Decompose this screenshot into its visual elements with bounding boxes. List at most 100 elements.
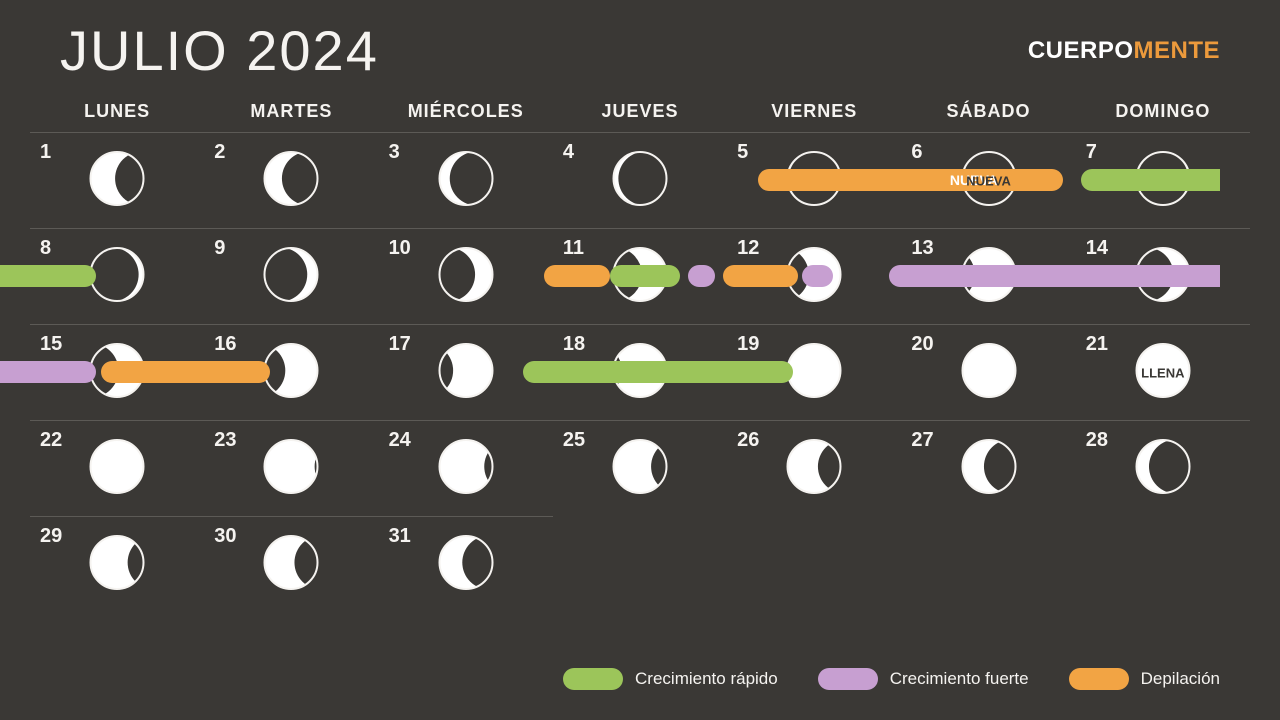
calendar-cell: 23 (204, 420, 378, 516)
moon-phase-icon (438, 150, 494, 211)
moon-phase-icon (612, 150, 668, 211)
legend-item: Crecimiento rápido (563, 668, 778, 690)
day-number: 19 (737, 333, 759, 356)
calendar-cell: 18 (553, 324, 727, 420)
day-number: 23 (214, 429, 236, 452)
moon-phase-label: LLENA (1141, 365, 1184, 380)
weekday: JUEVES (553, 101, 727, 132)
calendar-cell: 22 (30, 420, 204, 516)
calendar-cell: 31 (379, 516, 553, 612)
legend-swatch (1069, 668, 1129, 690)
calendar-cell: 5 (727, 132, 901, 228)
calendar-cell: 24 (379, 420, 553, 516)
weekday: DOMINGO (1076, 101, 1250, 132)
day-number: 29 (40, 525, 62, 548)
legend-item: Depilación (1069, 668, 1220, 690)
calendar-cell (901, 516, 1075, 612)
weekday: MIÉRCOLES (379, 101, 553, 132)
moon-phase-icon (263, 438, 319, 499)
moon-phase-icon (612, 342, 668, 403)
day-number: 21 (1086, 333, 1108, 356)
moon-phase-icon (438, 342, 494, 403)
legend-label: Depilación (1141, 669, 1220, 689)
legend: Crecimiento rápido Crecimiento fuerte De… (563, 668, 1220, 690)
weekday: MARTES (204, 101, 378, 132)
calendar-cell: 12 (727, 228, 901, 324)
calendar-cell: 14 (1076, 228, 1250, 324)
legend-label: Crecimiento rápido (635, 669, 778, 689)
calendar-cell (1076, 516, 1250, 612)
moon-phase-icon (786, 438, 842, 499)
day-number: 7 (1086, 141, 1097, 164)
weekday: VIERNES (727, 101, 901, 132)
day-number: 30 (214, 525, 236, 548)
moon-phase-icon (786, 246, 842, 307)
calendar-cell: 26 (727, 420, 901, 516)
moon-phase-icon (1135, 246, 1191, 307)
logo-part2: MENTE (1134, 37, 1221, 64)
calendar-grid: 1 2 3 4 5 (30, 132, 1250, 612)
calendar-cell: 28 (1076, 420, 1250, 516)
calendar-cell: 25 (553, 420, 727, 516)
legend-swatch (563, 668, 623, 690)
calendar-cell: 29 (30, 516, 204, 612)
legend-item: Crecimiento fuerte (818, 668, 1029, 690)
day-number: 15 (40, 333, 62, 356)
moon-phase-icon (612, 438, 668, 499)
day-number: 25 (563, 429, 585, 452)
moon-phase-icon (263, 534, 319, 595)
moon-phase-icon (89, 534, 145, 595)
day-number: 24 (389, 429, 411, 452)
day-number: 3 (389, 141, 400, 164)
calendar-cell: 1 (30, 132, 204, 228)
weekday-header: LUNES MARTES MIÉRCOLES JUEVES VIERNES SÁ… (0, 101, 1280, 132)
calendar-cell: 4 (553, 132, 727, 228)
day-number: 27 (911, 429, 933, 452)
calendar-cell: 2 (204, 132, 378, 228)
day-number: 16 (214, 333, 236, 356)
day-number: 22 (40, 429, 62, 452)
moon-phase-icon (786, 150, 842, 211)
day-number: 8 (40, 237, 51, 260)
calendar-cell: 15 (30, 324, 204, 420)
day-number: 1 (40, 141, 51, 164)
day-number: 12 (737, 237, 759, 260)
calendar-cell: 16 (204, 324, 378, 420)
calendar-cell: 27 (901, 420, 1075, 516)
calendar-cell (553, 516, 727, 612)
moon-phase-icon (89, 342, 145, 403)
moon-phase-icon (263, 342, 319, 403)
calendar-cell: 8 (30, 228, 204, 324)
calendar-cell: 19 (727, 324, 901, 420)
calendar-cell: 3 (379, 132, 553, 228)
day-number: 28 (1086, 429, 1108, 452)
moon-phase-icon (1135, 438, 1191, 499)
calendar-cell: 6 NUEVA (901, 132, 1075, 228)
moon-phase-icon (786, 342, 842, 403)
day-number: 5 (737, 141, 748, 164)
day-number: 9 (214, 237, 225, 260)
moon-phase-icon (89, 438, 145, 499)
calendar-cell: 20 (901, 324, 1075, 420)
page-title: JULIO 2024 (60, 18, 379, 83)
moon-phase-icon (1135, 150, 1191, 211)
logo-part1: CUERPO (1028, 37, 1134, 64)
moon-phase-icon (961, 342, 1017, 403)
calendar-cell: 10 (379, 228, 553, 324)
weekday: LUNES (30, 101, 204, 132)
moon-phase-label: NUEVA (966, 173, 1011, 188)
moon-phase-icon (612, 246, 668, 307)
calendar-cell: 9 (204, 228, 378, 324)
brand-logo: CUERPOMENTE (1028, 37, 1220, 65)
day-number: 4 (563, 141, 574, 164)
day-number: 13 (911, 237, 933, 260)
calendar-cell: 21 LLENA (1076, 324, 1250, 420)
moon-phase-icon (961, 438, 1017, 499)
day-number: 26 (737, 429, 759, 452)
day-number: 31 (389, 525, 411, 548)
moon-phase-icon (89, 150, 145, 211)
moon-phase-icon (438, 246, 494, 307)
day-number: 17 (389, 333, 411, 356)
calendar-cell: 30 (204, 516, 378, 612)
day-number: 10 (389, 237, 411, 260)
